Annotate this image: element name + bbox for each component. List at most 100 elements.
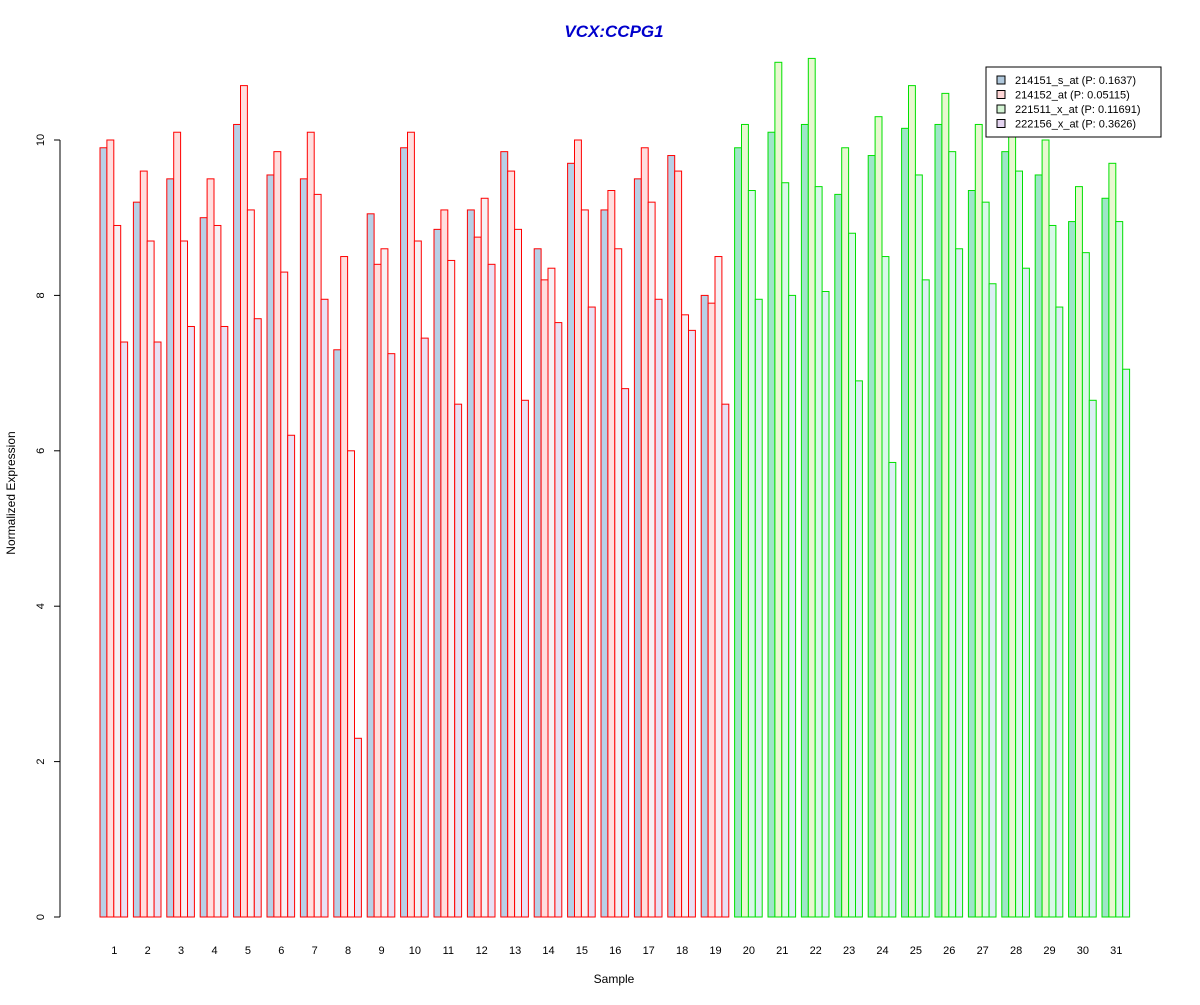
legend-box xyxy=(985,66,1162,138)
bar-sample-28-series-3 xyxy=(1015,170,1023,918)
bar-sample-9-series-1 xyxy=(366,213,375,918)
x-tick-label: 19 xyxy=(709,945,721,957)
legend-label-2: 214152_at (P: 0.05115) xyxy=(1015,90,1130,102)
bar-sample-20-series-1 xyxy=(734,147,742,918)
bar-sample-30-series-1 xyxy=(1068,221,1076,918)
bar-sample-14-series-2 xyxy=(540,279,549,918)
bar-sample-24-series-2 xyxy=(874,116,883,918)
x-tick-label: 2 xyxy=(145,945,151,957)
bar-sample-13-series-2 xyxy=(507,170,516,918)
bar-sample-31-series-3 xyxy=(1115,221,1124,918)
bar-sample-7-series-4 xyxy=(320,298,329,918)
x-tick-label: 29 xyxy=(1043,945,1055,957)
x-tick-label: 14 xyxy=(542,945,554,957)
bar-sample-5-series-3 xyxy=(246,209,255,918)
bar-sample-27-series-4 xyxy=(988,283,997,918)
bar-sample-8-series-3 xyxy=(347,450,356,918)
bar-sample-30-series-3 xyxy=(1081,252,1090,918)
bar-sample-22-series-1 xyxy=(800,123,809,918)
bar-sample-21-series-3 xyxy=(781,182,790,918)
bar-sample-28-series-1 xyxy=(1001,151,1010,918)
bar-sample-1-series-4 xyxy=(120,341,129,918)
legend-swatch-4 xyxy=(996,119,1006,128)
bar-sample-16-series-4 xyxy=(621,388,630,918)
bar-sample-6-series-2 xyxy=(273,151,282,918)
bar-sample-15-series-4 xyxy=(587,306,596,918)
bar-sample-23-series-2 xyxy=(841,147,850,918)
y-tick-label: 0 xyxy=(35,914,47,920)
bar-sample-18-series-4 xyxy=(688,329,696,918)
bar-sample-5-series-2 xyxy=(240,85,248,918)
bar-sample-21-series-4 xyxy=(788,294,797,918)
y-tick-label: 10 xyxy=(35,134,47,146)
bar-sample-10-series-1 xyxy=(400,147,409,918)
x-tick-label: 8 xyxy=(345,945,351,957)
y-axis: 0 2 4 6 8 10 xyxy=(35,134,61,920)
x-tick-label: 26 xyxy=(943,945,955,957)
x-tick-label: 1 xyxy=(111,945,117,957)
bar-sample-14-series-4 xyxy=(554,322,563,918)
bar-sample-27-series-3 xyxy=(981,201,990,918)
x-tick-label: 9 xyxy=(378,945,384,957)
bar-sample-6-series-4 xyxy=(287,434,296,918)
y-tick-label: 6 xyxy=(35,448,47,454)
bar-sample-3-series-3 xyxy=(180,240,189,918)
x-tick-label: 13 xyxy=(509,945,521,957)
bar-sample-15-series-3 xyxy=(580,209,589,918)
bar-sample-24-series-4 xyxy=(888,461,897,918)
y-tick-label: 2 xyxy=(35,759,47,765)
bar-sample-19-series-3 xyxy=(714,256,723,918)
x-tick-label: 3 xyxy=(178,945,184,957)
bar-sample-2-series-3 xyxy=(146,240,155,918)
bar-sample-29-series-4 xyxy=(1055,306,1064,918)
bar-sample-19-series-2 xyxy=(707,302,716,918)
bar-sample-19-series-1 xyxy=(700,294,709,918)
bar-sample-29-series-2 xyxy=(1041,139,1050,918)
bar-sample-21-series-1 xyxy=(767,131,776,918)
bar-sample-21-series-2 xyxy=(774,61,783,918)
bar-sample-9-series-4 xyxy=(387,353,396,918)
bar-sample-14-series-3 xyxy=(547,267,556,918)
bar-sample-3-series-1 xyxy=(166,178,175,918)
bar-sample-31-series-1 xyxy=(1101,197,1110,918)
x-tick-label: 17 xyxy=(643,945,655,957)
bar-sample-24-series-1 xyxy=(867,155,876,918)
bar-sample-17-series-1 xyxy=(633,178,642,918)
bar-sample-29-series-3 xyxy=(1048,224,1057,918)
bar-sample-26-series-3 xyxy=(948,151,957,918)
x-tick-label: 31 xyxy=(1110,945,1122,957)
bar-sample-10-series-3 xyxy=(413,240,422,918)
bar-sample-16-series-2 xyxy=(607,190,616,918)
x-tick-label: 15 xyxy=(576,945,588,957)
x-tick-label: 16 xyxy=(609,945,621,957)
bar-sample-18-series-3 xyxy=(681,314,689,918)
bar-sample-26-series-2 xyxy=(941,92,950,918)
bar-sample-10-series-2 xyxy=(407,131,415,918)
bar-sample-8-series-1 xyxy=(333,349,342,918)
bar-sample-14-series-1 xyxy=(533,248,542,918)
bar-sample-25-series-1 xyxy=(901,127,909,918)
x-tick-label: 6 xyxy=(278,945,284,957)
bar-sample-1-series-1 xyxy=(99,147,108,918)
bar-sample-28-series-2 xyxy=(1008,131,1017,918)
bar-sample-31-series-4 xyxy=(1122,368,1131,918)
bar-sample-27-series-2 xyxy=(974,123,983,918)
bar-sample-4-series-1 xyxy=(199,217,208,918)
legend-label-3: 221511_x_at (P: 0.11691) xyxy=(1015,104,1141,116)
bar-sample-30-series-2 xyxy=(1075,186,1083,918)
bar-sample-7-series-3 xyxy=(313,193,322,918)
bar-sample-17-series-4 xyxy=(654,298,663,918)
bar-sample-18-series-1 xyxy=(667,155,676,918)
bar-sample-25-series-2 xyxy=(908,85,916,918)
x-tick-label: 5 xyxy=(245,945,251,957)
bar-sample-11-series-4 xyxy=(454,403,463,918)
x-tick-label: 18 xyxy=(676,945,688,957)
bars-group xyxy=(99,57,1131,918)
x-tick-label: 7 xyxy=(312,945,318,957)
bar-sample-7-series-2 xyxy=(306,131,315,918)
bar-sample-7-series-1 xyxy=(299,178,308,918)
x-tick-label: 23 xyxy=(843,945,855,957)
bar-sample-4-series-4 xyxy=(220,325,229,918)
